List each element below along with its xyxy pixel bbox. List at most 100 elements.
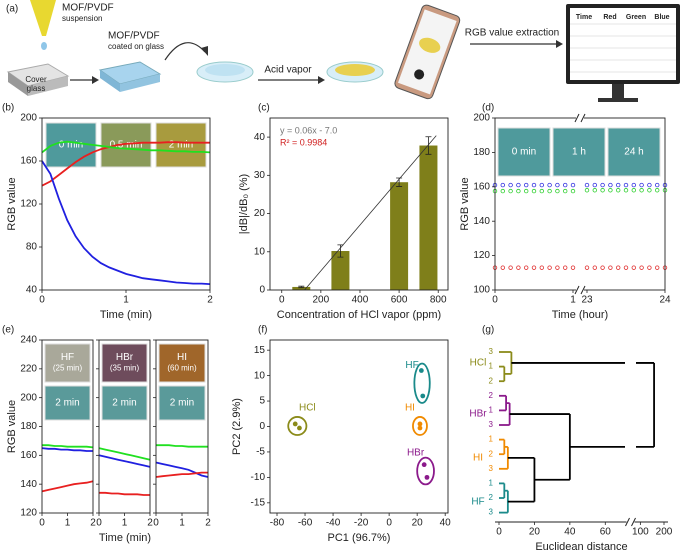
x-tick-label: 40 (440, 518, 452, 529)
axis-break (574, 285, 580, 295)
cluster-label: HF (471, 496, 484, 507)
leaf-label: 3 (489, 347, 494, 356)
leaf-label: 1 (489, 435, 494, 444)
x-tick-label: 2 (90, 518, 96, 529)
suspension-text: suspension (62, 14, 102, 23)
scatter-point (424, 474, 430, 480)
y-axis-label: |dB|/dB₀ (%) (238, 174, 250, 234)
scatter-point (639, 265, 644, 270)
x-tick-label: 0 (279, 295, 285, 306)
x-tick-label: 1 (122, 518, 128, 529)
line-series (98, 454, 151, 468)
leaf-label: 1 (489, 406, 494, 415)
leaf-label: 2 (489, 391, 494, 400)
cover-glass-text: Cover (25, 75, 47, 84)
table-header: Green (626, 14, 646, 21)
scatter-point (531, 188, 537, 194)
acid-vapor-text: Acid vapor (264, 65, 312, 76)
inset-photo (44, 385, 91, 421)
scatter-point (531, 182, 537, 188)
scatter-point (500, 182, 505, 188)
scatter-point (570, 188, 576, 194)
scatter-point (570, 182, 576, 188)
panel-label: (f) (258, 325, 267, 336)
error-bar (298, 285, 305, 289)
inset-photo (100, 122, 152, 168)
x-tick-label: 0 (386, 518, 392, 529)
scatter-point (417, 421, 423, 427)
axis-break (580, 113, 586, 123)
y-tick-label: -10 (251, 472, 266, 483)
panel-label: (a) (6, 4, 18, 15)
line-series (41, 447, 93, 452)
scatter-point (417, 425, 423, 431)
line-series (41, 160, 211, 285)
x-tick-label: 200 (313, 295, 330, 306)
phone-screen (398, 9, 457, 95)
axis-break-gap (626, 519, 635, 525)
inset-label: 1 h (572, 147, 586, 158)
leaf-label: 3 (489, 464, 494, 473)
inset-label: (35 min) (110, 364, 140, 373)
scatter-point (631, 265, 636, 270)
line-series (98, 447, 151, 461)
scatter-point (600, 265, 605, 270)
x-tick-label: 400 (352, 295, 369, 306)
x-axis-label: Concentration of HCl vapor (ppm) (277, 309, 441, 321)
panel-label: (g) (482, 325, 494, 336)
scatter-point (592, 265, 597, 270)
x-tick-label: 1 (65, 518, 71, 529)
scatter-point (500, 188, 505, 194)
scatter-point (623, 188, 629, 193)
pipette (30, 0, 56, 36)
axis-break (631, 517, 636, 527)
group-ellipse (416, 456, 435, 486)
inset-photo (101, 385, 148, 421)
bar (292, 286, 311, 290)
y-axis-label: RGB value (6, 400, 18, 453)
inset-label: (25 min) (53, 364, 83, 373)
group-label: HCl (299, 403, 316, 414)
scatter-point (623, 265, 629, 270)
phone-image (419, 37, 441, 53)
scatter-point (608, 182, 613, 188)
scatter-point (608, 188, 613, 193)
y-tick-label: 160 (20, 450, 37, 461)
y-tick-label: -15 (251, 497, 266, 508)
y-tick-label: 180 (473, 147, 490, 158)
scatter-point (592, 188, 597, 193)
inset-photo (44, 343, 91, 383)
x-tick-label: 2 (205, 518, 211, 529)
scatter-point (555, 265, 560, 270)
scatter-point (539, 182, 544, 188)
scatter-point (524, 182, 529, 188)
inset-photo (101, 343, 148, 383)
axis-break-gap (576, 287, 584, 293)
x-tick-label: 20 (412, 518, 424, 529)
y-tick-label: -5 (256, 447, 265, 458)
scatter-point (539, 265, 544, 270)
inset-photo (155, 122, 207, 168)
scatter-point (547, 188, 552, 194)
scatter-point (655, 265, 660, 270)
scatter-point (639, 188, 644, 193)
scatter-point (623, 182, 629, 188)
x-tick-label: 0 (39, 295, 45, 306)
line-series (155, 471, 208, 478)
x-tick-label: 0 (153, 518, 159, 529)
inset-label: 0 min (59, 140, 83, 151)
x-tick-label: 23 (581, 295, 593, 306)
scatter-point (616, 265, 621, 270)
scatter-point (508, 265, 513, 270)
y-tick-label: 120 (473, 250, 490, 261)
coated-text: MOF/PVDF (108, 31, 160, 42)
axis-break (625, 517, 630, 527)
y-tick-label: 120 (20, 508, 37, 519)
inset-label: HF (61, 352, 74, 363)
x-tick-label: 0 (496, 527, 502, 538)
monitor-table: Time Red Green Blue (576, 14, 670, 21)
coated-text: coated on glass (108, 42, 164, 51)
scatter-point (647, 265, 652, 270)
leaf-label: 3 (489, 508, 494, 517)
inset-label: 0.5 min (110, 140, 143, 151)
